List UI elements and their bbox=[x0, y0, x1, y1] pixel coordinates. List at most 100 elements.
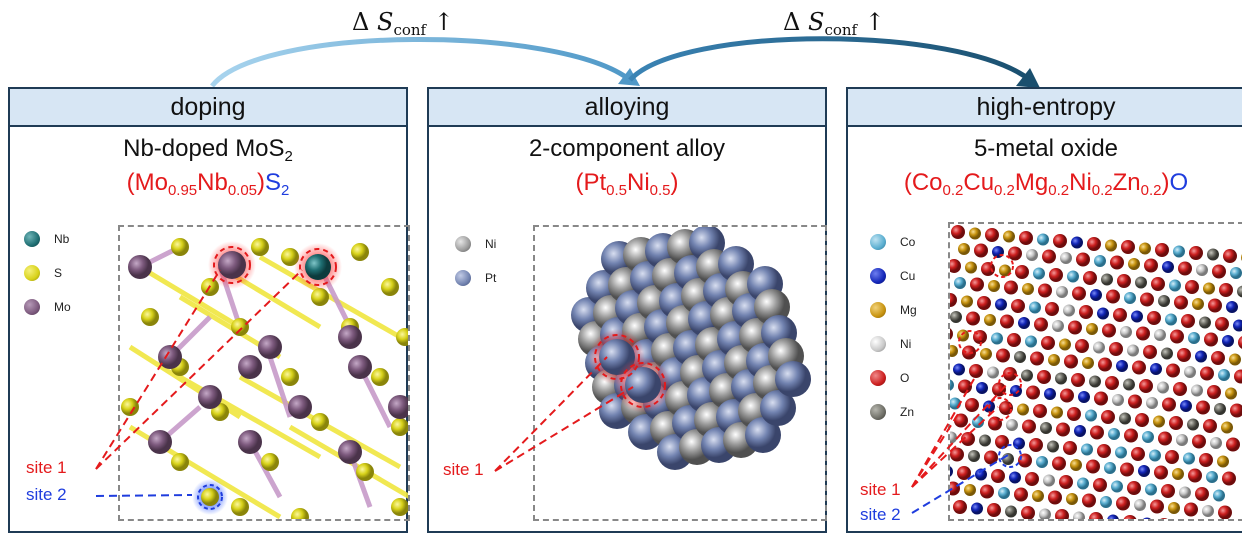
o-atom bbox=[1064, 354, 1078, 369]
site-highlight bbox=[958, 330, 982, 354]
cu-atom bbox=[1116, 360, 1128, 372]
o-atom bbox=[954, 413, 968, 428]
o-atom bbox=[1011, 299, 1025, 313]
entropy-arrows bbox=[210, 36, 1040, 88]
o-atom bbox=[1178, 261, 1192, 276]
cu-atom bbox=[976, 382, 988, 394]
mg-atom bbox=[1022, 283, 1034, 295]
o-atom bbox=[1008, 246, 1022, 261]
o-atom bbox=[1196, 400, 1210, 415]
oxide-structure-box bbox=[948, 222, 1242, 521]
cu-atom bbox=[1090, 289, 1102, 301]
co-atom bbox=[1218, 369, 1230, 381]
zn-atom bbox=[1055, 372, 1067, 385]
s-site-atom bbox=[201, 488, 219, 506]
o-atom bbox=[1174, 295, 1188, 310]
o-atom bbox=[1131, 447, 1145, 461]
o-atom bbox=[1079, 305, 1093, 319]
o-atom bbox=[1166, 363, 1180, 378]
ni-atom bbox=[1063, 304, 1075, 317]
zn-atom bbox=[1237, 285, 1242, 298]
cu-atom bbox=[995, 298, 1007, 311]
co-atom bbox=[1081, 443, 1093, 456]
o-atom bbox=[1072, 286, 1086, 301]
co-atom bbox=[1124, 292, 1136, 304]
o-atom bbox=[1212, 264, 1226, 279]
pt-atom-icon bbox=[455, 270, 471, 286]
o-atom bbox=[1161, 484, 1175, 498]
o-atom bbox=[1116, 496, 1130, 511]
o-atom bbox=[1215, 317, 1229, 331]
site-1-label: site 1 bbox=[26, 458, 67, 477]
mg-atom bbox=[1082, 357, 1094, 369]
zn-atom bbox=[1199, 316, 1211, 329]
zn-atom bbox=[1040, 422, 1052, 434]
ni-atom bbox=[1176, 434, 1188, 446]
o-atom bbox=[1033, 404, 1047, 418]
o-atom bbox=[1169, 416, 1183, 430]
mg-atom bbox=[1229, 353, 1241, 366]
alloy-structure-box bbox=[533, 225, 827, 521]
co-atom bbox=[1029, 301, 1041, 314]
o-atom bbox=[1029, 438, 1043, 452]
cu-atom bbox=[1180, 400, 1192, 412]
o-atom bbox=[1063, 441, 1077, 455]
co-atom bbox=[1142, 431, 1154, 443]
co-atom bbox=[998, 487, 1010, 499]
co-atom bbox=[1085, 409, 1097, 422]
o-atom bbox=[1048, 490, 1062, 505]
o-atom bbox=[1106, 289, 1120, 304]
oxide-lattice bbox=[950, 225, 1242, 519]
cu-atom bbox=[1107, 514, 1119, 519]
co-atom bbox=[1111, 480, 1123, 493]
o-atom bbox=[1144, 258, 1158, 273]
o-atom bbox=[1155, 243, 1169, 257]
ni-atom-icon bbox=[870, 336, 886, 352]
o-atom bbox=[1238, 336, 1242, 349]
co-atom bbox=[1169, 279, 1181, 292]
site-leader-lines bbox=[95, 269, 303, 497]
mg-atom bbox=[961, 295, 973, 308]
o-atom bbox=[1021, 506, 1035, 519]
ni-atom bbox=[1060, 252, 1072, 264]
co-atom bbox=[1108, 428, 1120, 440]
zn-atom bbox=[1207, 248, 1219, 261]
pt-site-atom bbox=[625, 367, 661, 403]
mg-atom bbox=[1048, 354, 1060, 366]
o-atom bbox=[1101, 410, 1115, 424]
o-atom bbox=[1086, 459, 1100, 474]
zn-atom-icon bbox=[870, 404, 886, 420]
o-atom bbox=[1052, 456, 1066, 471]
zn-atom bbox=[1014, 351, 1026, 363]
o-atom bbox=[1211, 351, 1225, 365]
o-atom bbox=[969, 364, 983, 378]
o-atom bbox=[965, 398, 979, 412]
co-atom bbox=[1037, 233, 1049, 246]
legend: Co Cu Mg Ni O Zn bbox=[870, 225, 917, 429]
panel-subtitle: 2-component alloy bbox=[528, 135, 726, 162]
mg-atom bbox=[984, 314, 996, 326]
o-atom bbox=[1147, 311, 1161, 325]
site-highlight bbox=[988, 397, 1012, 421]
co-atom bbox=[954, 277, 966, 289]
o-atom bbox=[970, 277, 984, 292]
o-atom bbox=[950, 293, 957, 307]
o-atom bbox=[1087, 237, 1101, 251]
o-atom bbox=[984, 450, 998, 465]
o-atom bbox=[1049, 268, 1063, 282]
cu-atom bbox=[971, 502, 983, 515]
o-atom bbox=[1083, 271, 1097, 285]
mg-atom bbox=[1221, 421, 1233, 434]
ni-atom bbox=[1134, 499, 1146, 511]
cu-atom bbox=[1138, 465, 1150, 477]
o-atom bbox=[1151, 277, 1165, 291]
o-atom bbox=[1160, 518, 1168, 519]
panel-alloying: alloying 2-component alloy (Pt0.5Ni0.5) … bbox=[427, 87, 827, 533]
ni-atom-icon bbox=[455, 236, 471, 252]
co-atom bbox=[991, 332, 1003, 345]
o-atom bbox=[1218, 505, 1232, 519]
zn-atom bbox=[1135, 276, 1147, 289]
cu-atom bbox=[1018, 317, 1030, 329]
s-atom-icon bbox=[24, 265, 40, 281]
co-atom bbox=[1173, 245, 1185, 258]
